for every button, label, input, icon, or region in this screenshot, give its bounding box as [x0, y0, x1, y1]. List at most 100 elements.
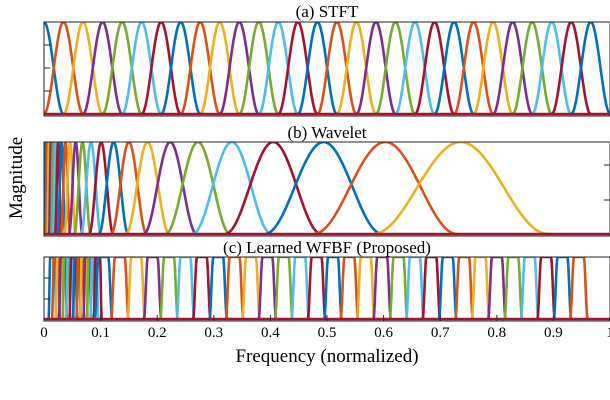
wfbf-filter-curve: [175, 257, 196, 320]
wfbf-filter-curve: [454, 257, 475, 320]
wfbf-filter-curve: [109, 257, 130, 320]
wfbf-filter-curve: [159, 257, 180, 320]
panel-c-plot: 0 0.1 0.2 0.3 0.4 0.5 0.6 0.7 0.8 0.9 1: [40, 256, 610, 341]
wfbf-filter-curve: [64, 257, 76, 320]
wfbf-filter-curve: [92, 257, 104, 320]
stft-filter-curve: [414, 22, 455, 116]
stft-filter-curve: [199, 22, 240, 116]
wavelet-filter-curve: [313, 142, 458, 236]
stft-filter-curve: [531, 22, 572, 116]
panel-c-curves: [47, 257, 589, 320]
stft-filter-curve: [492, 22, 533, 116]
panel-a-curves: [44, 22, 610, 116]
wfbf-filter-curve: [208, 257, 229, 320]
x-tick-label: 0.7: [431, 325, 450, 341]
wavelet-filter-curve: [59, 142, 72, 236]
stft-filter-curve: [355, 22, 397, 116]
panel-b-frame: [43, 141, 610, 237]
wfbf-filter-curve: [355, 257, 376, 320]
stft-filter-curve: [551, 22, 592, 116]
panel-b-curves: [44, 142, 549, 236]
wavelet-filter-curve: [165, 142, 231, 236]
panel-b-title: (b) Wavelet: [287, 123, 366, 142]
stft-filter-curve: [433, 22, 475, 116]
wfbf-filter-curve: [503, 257, 524, 320]
stft-filter-curve: [62, 22, 104, 116]
wfbf-filter-curve: [273, 257, 294, 320]
wavelet-filter-curve: [224, 142, 322, 236]
stft-filter-curve: [44, 22, 84, 116]
stft-filter-curve: [238, 22, 279, 116]
panel-a-plot: [43, 21, 610, 117]
stft-filter-curve: [219, 22, 260, 116]
stft-filter-curve: [316, 22, 358, 116]
wavelet-filter-curve: [125, 142, 170, 236]
x-tick-label: 1: [606, 325, 610, 341]
stft-filter-curve: [453, 22, 494, 116]
wfbf-filter-curve: [47, 257, 58, 320]
wfbf-filter-curve: [404, 257, 425, 320]
x-tick-label: 0.8: [487, 325, 506, 341]
wfbf-filter-curve: [568, 257, 589, 320]
stft-filter-curve: [336, 22, 377, 116]
wfbf-filter-curve: [421, 257, 442, 320]
wfbf-filter-curve: [93, 257, 114, 320]
stft-filter-curve: [160, 22, 201, 116]
wfbf-filter-curve: [191, 257, 212, 320]
stft-filter-curve: [121, 22, 162, 116]
wavelet-filter-curve: [110, 142, 148, 236]
wfbf-filter-curve: [290, 257, 311, 320]
stft-filter-curve: [44, 22, 65, 116]
wfbf-filter-curve: [75, 257, 86, 320]
stft-filter-curve: [570, 22, 610, 116]
wavelet-filter-curve: [372, 142, 549, 236]
wavelet-filter-curve: [143, 142, 198, 236]
wavelet-filter-curve: [63, 142, 77, 236]
stft-filter-curve: [375, 22, 416, 116]
stft-filter-curve: [101, 22, 143, 116]
wfbf-filter-curve: [142, 257, 163, 320]
wfbf-filter-curve: [339, 257, 360, 320]
wfbf-filter-curve: [54, 257, 65, 320]
panel-c-x-axis: 0 0.1 0.2 0.3 0.4 0.5 0.6 0.7 0.8 0.9 1: [40, 315, 610, 341]
wfbf-filter-curve: [372, 257, 393, 320]
x-axis-label: Frequency (normalized): [235, 346, 418, 367]
wfbf-filter-curve: [68, 257, 79, 320]
stft-filter-curve: [472, 22, 514, 116]
wfbf-filter-curve: [78, 257, 90, 320]
stft-filter-curve: [277, 22, 319, 116]
wfbf-filter-curve: [85, 257, 97, 320]
wfbf-filter-curve: [82, 257, 93, 320]
panel-c-title: (c) Learned WFBF (Proposed): [223, 238, 431, 257]
wfbf-filter-curve: [552, 257, 573, 320]
wavelet-filter-curve: [80, 142, 102, 236]
wfbf-filter-curve: [240, 257, 261, 320]
x-tick-label: 0: [40, 325, 48, 341]
wavelet-filter-curve: [67, 142, 84, 236]
wfbf-filter-curve: [306, 257, 327, 320]
x-tick-label: 0.4: [261, 325, 280, 341]
wavelet-filter-curve: [88, 142, 115, 236]
stft-filter-curve: [258, 22, 299, 116]
wfbf-filter-curve: [519, 257, 540, 320]
wfbf-filter-curve: [224, 257, 245, 320]
wfbf-filter-curve: [322, 257, 343, 320]
wfbf-filter-curve: [57, 257, 69, 320]
wfbf-filter-curve: [437, 257, 458, 320]
x-tick-label: 0.3: [204, 325, 223, 341]
x-tick-label: 0.6: [374, 325, 393, 341]
wfbf-filter-curve: [470, 257, 491, 320]
panel-a-frame: [43, 21, 610, 117]
wavelet-filter-curve: [56, 142, 67, 236]
wfbf-filter-curve: [257, 257, 278, 320]
y-axis-label: Magnitude: [6, 137, 27, 219]
wfbf-filter-curve: [536, 257, 557, 320]
x-tick-label: 0.1: [91, 325, 110, 341]
wfbf-filter-curve: [61, 257, 72, 320]
panel-a-title: (a) STFT: [296, 2, 359, 21]
wfbf-filter-curve: [126, 257, 147, 320]
panel-b-plot: [43, 141, 610, 237]
wfbf-filter-curve: [71, 257, 83, 320]
wavelet-filter-curve: [192, 142, 272, 236]
